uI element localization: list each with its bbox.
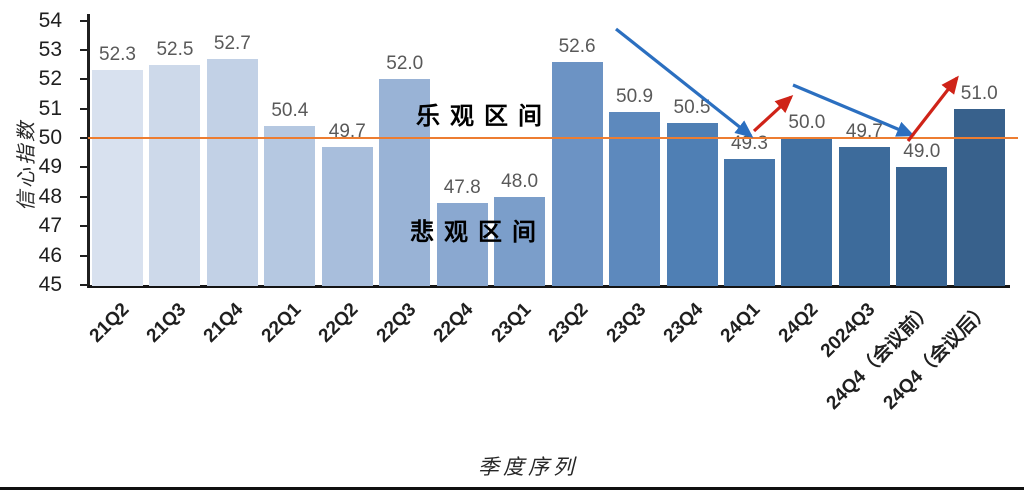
y-tick bbox=[80, 137, 88, 140]
optimistic-zone-label: 乐观区间 bbox=[416, 101, 552, 130]
bar-value-label: 52.5 bbox=[156, 38, 194, 60]
y-tick-label: 53 bbox=[38, 37, 62, 61]
bar-value-label: 47.8 bbox=[443, 176, 481, 198]
y-tick bbox=[80, 225, 88, 228]
y-tick bbox=[80, 166, 88, 169]
y-tick-label: 45 bbox=[38, 273, 62, 296]
y-tick bbox=[80, 195, 88, 198]
bar-value-label: 50.5 bbox=[673, 97, 711, 119]
y-tick-label: 51 bbox=[38, 96, 62, 120]
bottom-border-line bbox=[0, 487, 1024, 490]
bar-value-label: 48.0 bbox=[501, 170, 539, 192]
bar-value-label: 52.0 bbox=[386, 53, 424, 75]
bar-value-label: 52.3 bbox=[99, 44, 136, 66]
bar-value-label: 52.6 bbox=[558, 35, 596, 57]
y-tick-label: 54 bbox=[38, 8, 62, 32]
bar-value-label: 51.0 bbox=[960, 82, 998, 104]
bar-value-label: 49.0 bbox=[903, 141, 941, 163]
y-axis-line bbox=[87, 14, 90, 288]
y-tick bbox=[80, 254, 88, 257]
bar-24Q1 bbox=[723, 158, 775, 286]
pessimistic-zone-label: 悲观区间 bbox=[410, 217, 546, 246]
bar-value-label: 50.4 bbox=[271, 100, 309, 122]
bar-22Q3 bbox=[379, 79, 431, 286]
bar-21Q4 bbox=[206, 58, 258, 286]
y-tick bbox=[80, 107, 88, 110]
bar-value-label: 49.7 bbox=[328, 120, 366, 142]
bar-23Q3 bbox=[609, 111, 661, 286]
bar-21Q2 bbox=[92, 70, 143, 286]
y-tick-label: 46 bbox=[38, 243, 62, 267]
bar-23Q1 bbox=[494, 196, 546, 286]
bar-24Q2 bbox=[781, 138, 833, 286]
bar-21Q3 bbox=[149, 64, 201, 286]
bar-22Q4 bbox=[436, 202, 488, 286]
y-tick-label: 49 bbox=[38, 155, 62, 179]
bar-23Q4 bbox=[666, 123, 718, 286]
y-tick-label: 50 bbox=[38, 126, 62, 150]
y-tick bbox=[80, 284, 88, 286]
y-tick bbox=[80, 19, 88, 22]
reference-line-50 bbox=[88, 136, 1018, 140]
x-axis-line bbox=[88, 284, 1010, 288]
bar-22Q2 bbox=[321, 146, 373, 286]
x-axis-title: 季度序列 bbox=[478, 455, 578, 479]
y-tick-label: 47 bbox=[38, 214, 62, 238]
y-tick bbox=[80, 48, 88, 51]
bar-22Q1 bbox=[264, 126, 316, 286]
y-tick-label: 48 bbox=[38, 184, 62, 208]
bar-value-label: 49.7 bbox=[845, 120, 883, 142]
bar-23Q2 bbox=[551, 61, 603, 286]
bar-24Q4（会议前） bbox=[896, 167, 948, 286]
y-tick bbox=[80, 78, 88, 81]
y-tick-label: 52 bbox=[38, 67, 62, 91]
bar-value-label: 52.7 bbox=[213, 32, 251, 54]
bar-2024Q3 bbox=[838, 146, 890, 286]
bar-24Q4（会议后） bbox=[953, 108, 1005, 286]
